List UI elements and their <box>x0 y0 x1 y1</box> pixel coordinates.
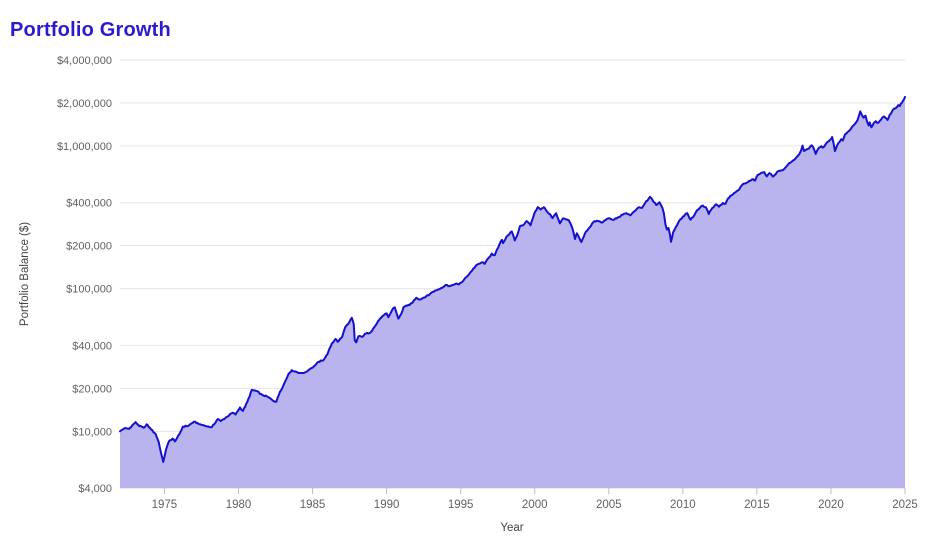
y-tick-label: $1,000,000 <box>57 141 112 153</box>
area-series <box>119 95 906 489</box>
y-tick-label: $20,000 <box>72 383 112 395</box>
axes: $4,000,000 $2,000,000 $1,000,000 $400,000 $2… <box>57 55 918 511</box>
x-axis-title: Year <box>500 522 523 534</box>
y-tick-label: $2,000,000 <box>57 98 112 110</box>
x-tick-label: 2005 <box>596 499 622 511</box>
portfolio-line <box>119 95 906 463</box>
x-tick-label: 2000 <box>522 499 548 511</box>
y-tick-label: $10,000 <box>72 426 112 438</box>
x-tick-label: 2010 <box>670 499 696 511</box>
y-tick-label: $40,000 <box>72 340 112 352</box>
y-axis-title: Portfolio Balance ($) <box>19 222 31 326</box>
x-tick-label: 1980 <box>226 499 252 511</box>
portfolio-area-fill <box>120 96 905 489</box>
y-tick-label: $200,000 <box>66 241 112 253</box>
x-tick-label: 2020 <box>818 499 844 511</box>
x-tick-label: 2025 <box>892 499 918 511</box>
y-tick-label: $100,000 <box>66 284 112 296</box>
y-tick-label: $400,000 <box>66 198 112 210</box>
x-tick-label: 1995 <box>448 499 474 511</box>
x-tick-label: 2015 <box>744 499 770 511</box>
x-tick-label: 1985 <box>300 499 326 511</box>
y-tick-label: $4,000,000 <box>57 55 112 67</box>
y-tick-label: $4,000 <box>78 483 112 495</box>
chart-title: Portfolio Growth <box>10 19 171 42</box>
x-tick-label: 1990 <box>374 499 400 511</box>
x-tick-label: 1975 <box>152 499 178 511</box>
